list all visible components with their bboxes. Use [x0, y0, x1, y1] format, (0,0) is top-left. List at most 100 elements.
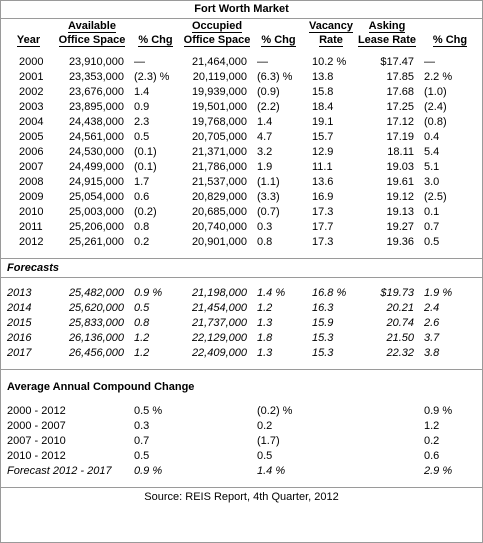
cell: 0.7	[418, 220, 482, 235]
cell: 25,261,000	[56, 235, 128, 250]
cell: (0.1)	[128, 145, 183, 160]
cell: 15.8	[306, 85, 356, 100]
data-row: 2000 23,910,000 — 21,464,000 — 10.2 % $17.47 —	[1, 55, 482, 70]
header-text: % Chg	[261, 34, 296, 47]
source-cell: Source: REIS Report, 4th Quarter, 2012	[1, 487, 483, 506]
header-row: Available Occupied Vacancy Asking	[1, 19, 482, 33]
data-row: 2010 25,003,000 (0.2) 20,685,000 (0.7) 17.3 19…	[1, 205, 482, 220]
cell-text: 0.6	[134, 191, 150, 203]
cell-text: 19.03	[386, 161, 414, 173]
cell-text: 21,537,000	[191, 176, 247, 188]
cell-text: 1.3	[257, 317, 273, 329]
cell: 19.27	[356, 220, 418, 235]
cell-text: 2012	[19, 236, 44, 248]
cell: 2007	[1, 160, 56, 175]
cell: 2006	[1, 145, 56, 160]
cell: 2009	[1, 190, 56, 205]
cell	[183, 419, 251, 434]
data-row: 2015 25,833,000 0.8 21,737,000 1.3 15.9 20.74 2…	[1, 316, 482, 331]
cell: 21,454,000	[183, 301, 251, 316]
cell-text: 24,499,000	[68, 161, 124, 173]
cell: 1.8	[251, 331, 306, 346]
cell: 2010 - 2012	[1, 449, 66, 464]
cell	[306, 449, 356, 464]
spacer	[1, 479, 482, 488]
cell: 1.4 %	[251, 464, 306, 479]
cell-text: 2.3	[134, 116, 150, 128]
data-row: 2013 25,482,000 0.9 % 21,198,000 1.4 % 16.8 %…	[1, 286, 482, 301]
header-cell: Office Space	[56, 33, 128, 47]
cell-text: 20,829,000	[191, 191, 247, 203]
cell: 23,895,000	[56, 100, 128, 115]
source-text: Source: REIS Report, 4th Quarter, 2012	[144, 490, 339, 503]
cell: 2015	[1, 316, 56, 331]
cell	[356, 404, 418, 419]
cell: 26,456,000	[56, 346, 128, 361]
cell: 15.7	[306, 130, 356, 145]
cell-text: 24,530,000	[68, 146, 124, 158]
cell: —	[251, 55, 306, 70]
cell: 0.2	[418, 434, 482, 449]
header-cell: % Chg	[251, 33, 306, 47]
cell-text: 0.6	[424, 450, 440, 462]
cell-text: 15.3	[312, 347, 334, 359]
cell-text: 13.6	[312, 176, 334, 188]
cell-text: —	[257, 56, 268, 68]
cell-text: 0.5	[424, 236, 440, 248]
cell: (2.3) %	[128, 70, 183, 85]
cell-text: 24,438,000	[68, 116, 124, 128]
data-row: 2011 25,206,000 0.8 20,740,000 0.3 17.7 19.27 0…	[1, 220, 482, 235]
cell-text: 24,915,000	[68, 176, 124, 188]
spacer-cell	[1, 250, 483, 259]
cell-text: 4.7	[257, 131, 273, 143]
cell-text: (0.9)	[257, 86, 280, 98]
cell-text: 2007	[19, 161, 44, 173]
cell: 2008	[1, 175, 56, 190]
header-cell: Year	[1, 33, 56, 47]
cell-text: 15.9	[312, 317, 334, 329]
cell-text: 20,901,000	[191, 236, 247, 248]
cell-text: 15.3	[312, 332, 334, 344]
cell-text: 0.9 %	[134, 287, 163, 299]
cell: 18.4	[306, 100, 356, 115]
header-text: Asking	[368, 20, 406, 33]
cell-text: 0.4	[424, 131, 440, 143]
cell: (0.2) %	[251, 404, 306, 419]
cell: 0.5	[128, 301, 183, 316]
data-row: 2004 24,438,000 2.3 19,768,000 1.4 19.1 17.12 (…	[1, 115, 482, 130]
cell: 1.4	[128, 85, 183, 100]
cell-text: 2008	[19, 176, 44, 188]
cell: 0.7	[128, 434, 183, 449]
cell-text: 21,786,000	[191, 161, 247, 173]
cell: 17.7	[306, 220, 356, 235]
section-cell: Forecasts	[1, 258, 483, 278]
cell-text: 24,561,000	[68, 131, 124, 143]
cell-text: 17.25	[386, 101, 414, 113]
cell: (6.3) %	[251, 70, 306, 85]
cell: 16.9	[306, 190, 356, 205]
cell: (0.9)	[251, 85, 306, 100]
cell: 1.2	[251, 301, 306, 316]
cell: 1.9	[251, 160, 306, 175]
cell: 0.9	[128, 100, 183, 115]
cell: 3.0	[418, 175, 482, 190]
cell-text: 0.2	[134, 236, 150, 248]
spacer	[1, 370, 482, 379]
section-row: Forecasts	[1, 258, 483, 278]
cell-text: 0.9 %	[134, 465, 163, 477]
spacer	[1, 47, 482, 55]
cell: 2005	[1, 130, 56, 145]
cell-text: 26,456,000	[68, 347, 124, 359]
cell: 25,833,000	[56, 316, 128, 331]
data-row: 2002 23,676,000 1.4 19,939,000 (0.9) 15.8 17.6…	[1, 85, 482, 100]
cell-text: 2002	[19, 86, 44, 98]
cell-text: 15.8	[312, 86, 334, 98]
cell-text: 1.2	[257, 302, 273, 314]
cell	[183, 404, 251, 419]
cell: 24,561,000	[56, 130, 128, 145]
data-row: 2003 23,895,000 0.9 19,501,000 (2.2) 18.4 17.2…	[1, 100, 482, 115]
cell-text: (2.2)	[257, 101, 280, 113]
cell: 21,537,000	[183, 175, 251, 190]
header-cell: Lease Rate	[356, 33, 418, 47]
cell-text: 3.0	[424, 176, 440, 188]
